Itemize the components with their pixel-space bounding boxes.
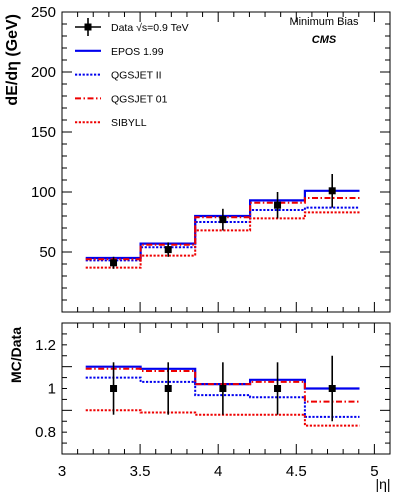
y-tick-label: 200 [31, 64, 56, 81]
legend: Data √s=0.9 TeV EPOS 1.99 QGSJET II QGSJET … [75, 18, 189, 129]
data-point [328, 385, 336, 392]
legend-label: Data √s=0.9 TeV [111, 22, 189, 34]
legend-label: QGSJET 01 [111, 93, 168, 105]
top-data-points [110, 174, 336, 269]
x-tick-label: 3.5 [130, 463, 151, 480]
legend-label: EPOS 1.99 [111, 46, 164, 58]
bottom-tick-labels: 0.8 1 1.2 3 3.5 4 4.5 5 [35, 337, 378, 480]
legend-label: SIBYLL [111, 117, 147, 129]
annotation-minimum-bias: Minimum Bias [289, 16, 359, 28]
data-point [219, 385, 227, 392]
annotation-cms: CMS [312, 34, 337, 46]
legend-label: QGSJET II [111, 70, 162, 82]
x-tick-label: 5 [370, 463, 378, 480]
y-tick-label: 1 [48, 381, 56, 398]
data-point [219, 216, 227, 224]
bottom-panel: 0.8 1 1.2 3 3.5 4 4.5 5 MC/Data |η| [8, 322, 391, 492]
data-point [110, 385, 118, 392]
top-plot-frame [61, 11, 391, 313]
data-point [110, 259, 118, 267]
x-axis-label: |η| [375, 476, 390, 492]
y-tick-label: 50 [39, 244, 56, 261]
y-tick-label: 150 [31, 124, 56, 141]
top-panel: 50 100 150 200 250 Data √s=0.9 TeV EPOS 1.99 Q… [4, 4, 391, 313]
top-tick-labels: 50 100 150 200 250 [31, 4, 56, 261]
bottom-data-points [110, 355, 336, 422]
x-tick-label: 4.5 [286, 463, 307, 480]
top-axis-ticks [61, 11, 391, 313]
data-point [164, 246, 172, 254]
data-point [164, 385, 172, 392]
y-tick-label: 0.8 [35, 424, 56, 441]
data-point [328, 187, 336, 195]
x-tick-label: 4 [214, 463, 222, 480]
data-point [274, 385, 282, 392]
y-tick-label: 100 [31, 184, 56, 201]
series-qgsjet-ii [85, 376, 360, 418]
bottom-y-axis-label: MC/Data [8, 327, 24, 383]
x-tick-label: 3 [58, 463, 66, 480]
series-sibyll [85, 409, 360, 427]
legend-swatch-marker [84, 23, 92, 31]
data-point [274, 201, 282, 209]
series-sibyll [85, 211, 360, 269]
y-tick-label: 1.2 [35, 337, 56, 354]
y-tick-label: 250 [31, 4, 56, 21]
top-y-axis-label: dE/dη (GeV) [4, 14, 21, 106]
bottom-axis-ticks [61, 322, 391, 455]
